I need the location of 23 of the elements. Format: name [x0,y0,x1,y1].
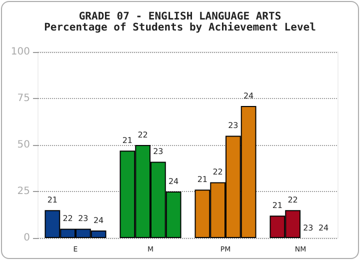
series-label: 23 [78,214,88,224]
y-tick-label: 0 [24,232,30,244]
text: 24 [318,224,329,232]
text: 21 [272,201,283,210]
text: 23 [153,147,164,156]
chart-title: GRADE 07 - ENGLISH LANGUAGE ARTS [78,10,282,22]
text: 23 [228,121,238,130]
chart-subtitle: Percentage of Students by Achievement Level [44,22,316,34]
y-tick-label: 50 [17,140,30,150]
y-tick-label: 75 [17,93,30,104]
text: 22 [138,130,148,140]
series-label: 24 [93,216,104,226]
text: 24 [168,177,179,186]
text: 21 [197,175,208,184]
text: 22 [212,168,223,177]
text: 23 [303,224,314,232]
series-label: 21 [47,196,58,205]
text: 22 [288,196,298,205]
y-tick-label: 100 [10,46,30,58]
text: 24 [243,91,254,100]
text: 21 [122,136,133,146]
series-label: 22 [62,214,73,224]
y-tick-label: 25 [17,186,30,197]
